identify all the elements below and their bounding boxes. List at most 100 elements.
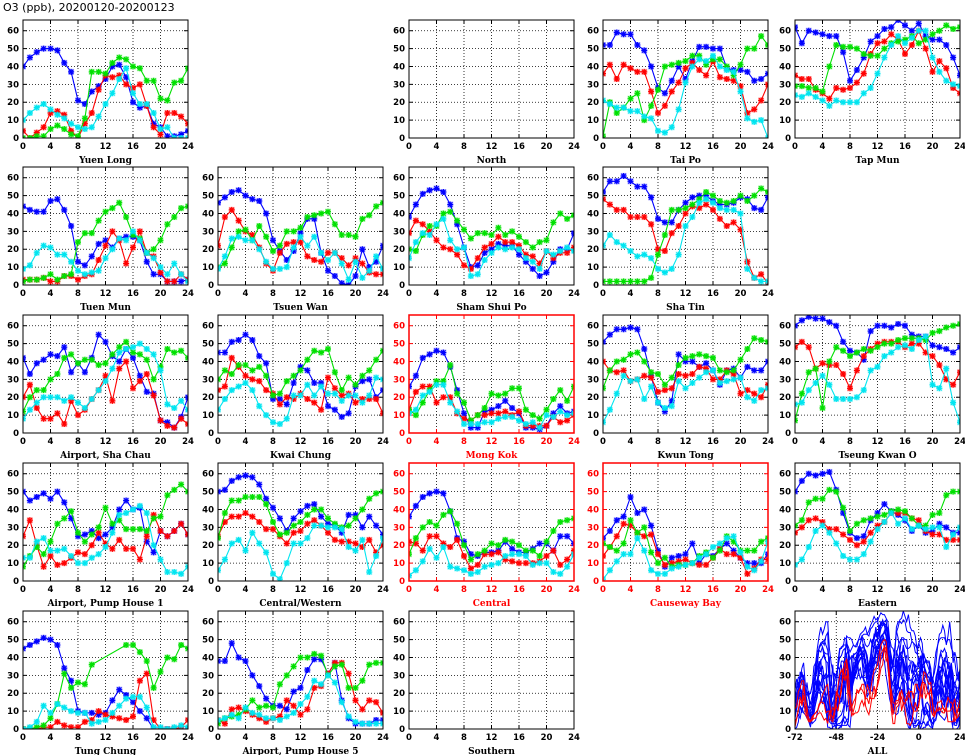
data-point-red <box>522 560 529 567</box>
y-tick-label: 30 <box>202 227 214 237</box>
data-point-red <box>380 542 383 549</box>
data-point-blue <box>338 529 345 536</box>
data-point-cyan <box>710 199 716 206</box>
data-point-cyan <box>795 561 798 568</box>
x-tick-label: 24 <box>762 437 774 447</box>
data-point-green <box>366 661 373 668</box>
data-point-green <box>682 58 689 65</box>
y-tick-label: 50 <box>587 45 599 55</box>
data-point-blue <box>522 258 529 265</box>
panel-frame <box>794 19 961 139</box>
data-point-blue <box>235 337 242 344</box>
x-tick-label: 20 <box>155 733 167 743</box>
data-point-cyan <box>467 273 474 280</box>
data-point-red <box>675 223 682 229</box>
x-tick-label: 8 <box>75 585 81 595</box>
data-point-red <box>805 76 812 82</box>
panel-frame <box>408 314 575 434</box>
data-point-cyan <box>297 700 304 707</box>
data-point-cyan <box>758 117 765 124</box>
data-point-cyan <box>136 101 143 108</box>
y-tick-label: 60 <box>393 27 405 37</box>
data-point-cyan <box>888 349 895 356</box>
data-point-blue <box>957 72 960 79</box>
data-point-green <box>409 551 412 558</box>
data-point-green <box>716 197 723 204</box>
data-point-cyan <box>318 681 325 688</box>
series-green <box>23 54 188 138</box>
data-point-green <box>867 52 874 59</box>
data-point-green <box>675 362 682 369</box>
data-point-cyan <box>412 239 419 246</box>
data-point-blue <box>603 535 606 542</box>
data-point-blue <box>853 535 860 542</box>
y-tick-label: 20 <box>7 98 19 108</box>
data-point-red <box>765 81 768 88</box>
data-point-cyan <box>75 267 81 274</box>
series-cyan <box>603 367 768 426</box>
data-point-blue <box>228 477 235 484</box>
x-tick-label: 24 <box>182 437 194 447</box>
data-point-blue <box>26 371 33 377</box>
data-point-green <box>495 542 502 549</box>
data-point-green <box>957 24 960 31</box>
data-point-cyan <box>116 349 123 356</box>
data-point-green <box>440 511 447 518</box>
data-point-green <box>447 508 454 515</box>
data-point-cyan <box>235 536 242 543</box>
data-point-red <box>26 517 33 524</box>
x-tick-label: 20 <box>735 142 747 152</box>
panel-title: Mong Kok <box>466 451 519 461</box>
y-tick-label: 20 <box>7 541 19 551</box>
data-point-green <box>297 367 304 374</box>
data-point-cyan <box>867 84 874 91</box>
data-point-cyan <box>263 258 270 265</box>
data-point-blue <box>270 396 276 403</box>
data-point-cyan <box>881 353 888 360</box>
data-point-blue <box>557 403 564 410</box>
x-tick-label: 16 <box>899 585 911 595</box>
data-point-green <box>481 547 488 554</box>
data-point-green <box>54 520 61 527</box>
data-point-blue <box>143 258 150 265</box>
data-point-red <box>338 392 345 399</box>
data-point-green <box>606 367 613 374</box>
data-point-cyan <box>221 253 228 260</box>
data-point-cyan <box>304 242 311 249</box>
data-point-green <box>765 42 768 49</box>
panel-title: Central <box>473 599 511 609</box>
data-point-green <box>543 237 550 244</box>
y-tick-label: 60 <box>587 470 599 480</box>
data-point-red <box>116 365 123 372</box>
data-point-green <box>847 43 853 50</box>
data-point-red <box>812 515 819 522</box>
data-point-red <box>221 519 228 525</box>
data-point-cyan <box>40 101 47 108</box>
data-point-red <box>915 340 922 347</box>
series-green <box>795 486 960 534</box>
data-point-green <box>54 276 61 283</box>
data-point-cyan <box>661 570 668 577</box>
data-point-blue <box>943 42 950 49</box>
data-point-red <box>860 70 867 77</box>
data-point-green <box>33 724 40 729</box>
data-point-cyan <box>47 106 54 113</box>
data-point-red <box>345 670 352 677</box>
data-point-cyan <box>373 552 380 559</box>
data-point-cyan <box>957 419 960 426</box>
y-tick-label: 10 <box>779 116 791 126</box>
data-point-cyan <box>915 337 922 344</box>
data-point-green <box>613 109 620 116</box>
data-point-green <box>805 499 812 506</box>
y-tick-label: 10 <box>393 707 405 717</box>
data-point-blue <box>228 338 235 345</box>
x-tick-label: 4 <box>820 437 826 447</box>
data-point-cyan <box>249 387 256 394</box>
data-point-green <box>447 208 454 215</box>
data-point-cyan <box>737 88 744 95</box>
data-point-red <box>54 561 61 568</box>
data-point-blue <box>847 77 853 84</box>
data-point-cyan <box>164 124 171 131</box>
y-tick-label: 40 <box>393 62 405 72</box>
plot-area <box>795 315 960 426</box>
